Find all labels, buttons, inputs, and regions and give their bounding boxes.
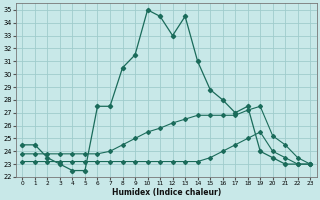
X-axis label: Humidex (Indice chaleur): Humidex (Indice chaleur) — [112, 188, 221, 197]
